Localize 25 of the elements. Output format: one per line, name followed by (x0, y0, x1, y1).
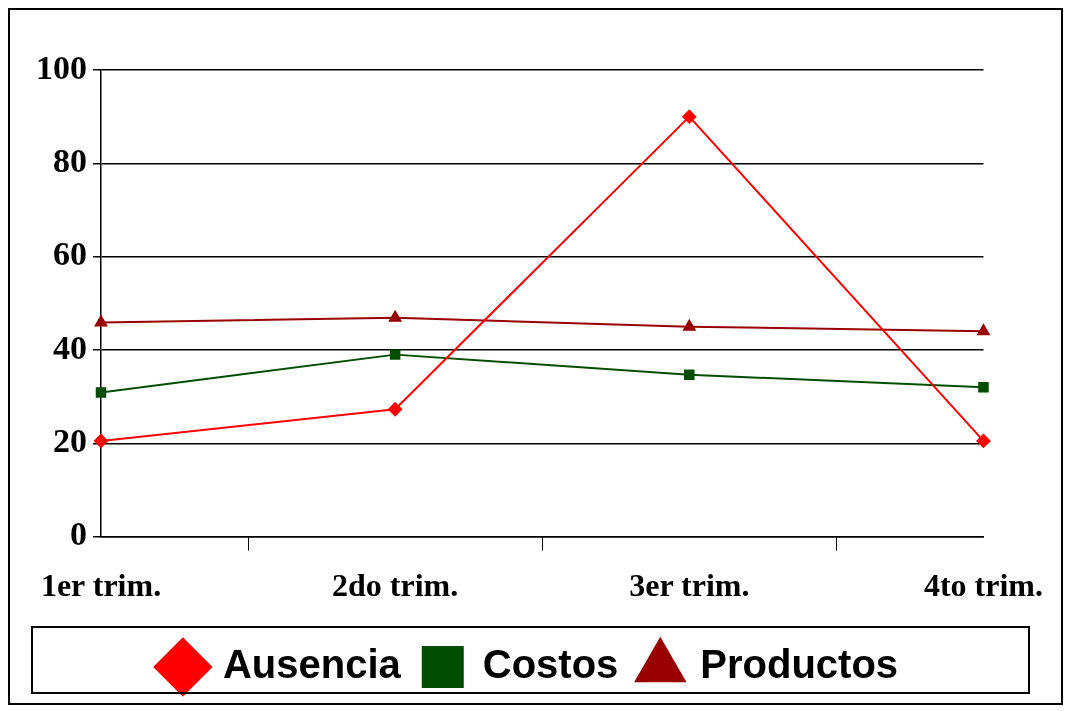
legend-label: Ausencia (222, 642, 402, 687)
y-tick-label: 0 (70, 515, 87, 553)
point (388, 310, 402, 322)
point (94, 433, 108, 448)
point (977, 324, 990, 336)
point (389, 349, 401, 360)
y-tick-label: 40 (53, 328, 87, 366)
y-tick-label: 80 (53, 142, 87, 180)
x-tick-label: 1er trim. (40, 567, 162, 604)
x-tick-label: 4to trim. (923, 567, 1043, 604)
x-tick-label: 3er trim. (629, 567, 750, 604)
y-tick-label: 20 (53, 422, 87, 460)
point (683, 319, 696, 331)
point (682, 109, 697, 124)
y-tick-label: 60 (53, 235, 87, 273)
legend-label: Costos (482, 642, 619, 687)
point (976, 433, 991, 448)
y-tick-label: 100 (36, 48, 87, 86)
point (95, 387, 107, 398)
point (978, 382, 989, 393)
point (94, 315, 108, 327)
legend-label: Productos (700, 642, 899, 687)
x-tick-label: 2do trim. (332, 567, 459, 604)
point (684, 369, 695, 380)
point (388, 402, 403, 417)
